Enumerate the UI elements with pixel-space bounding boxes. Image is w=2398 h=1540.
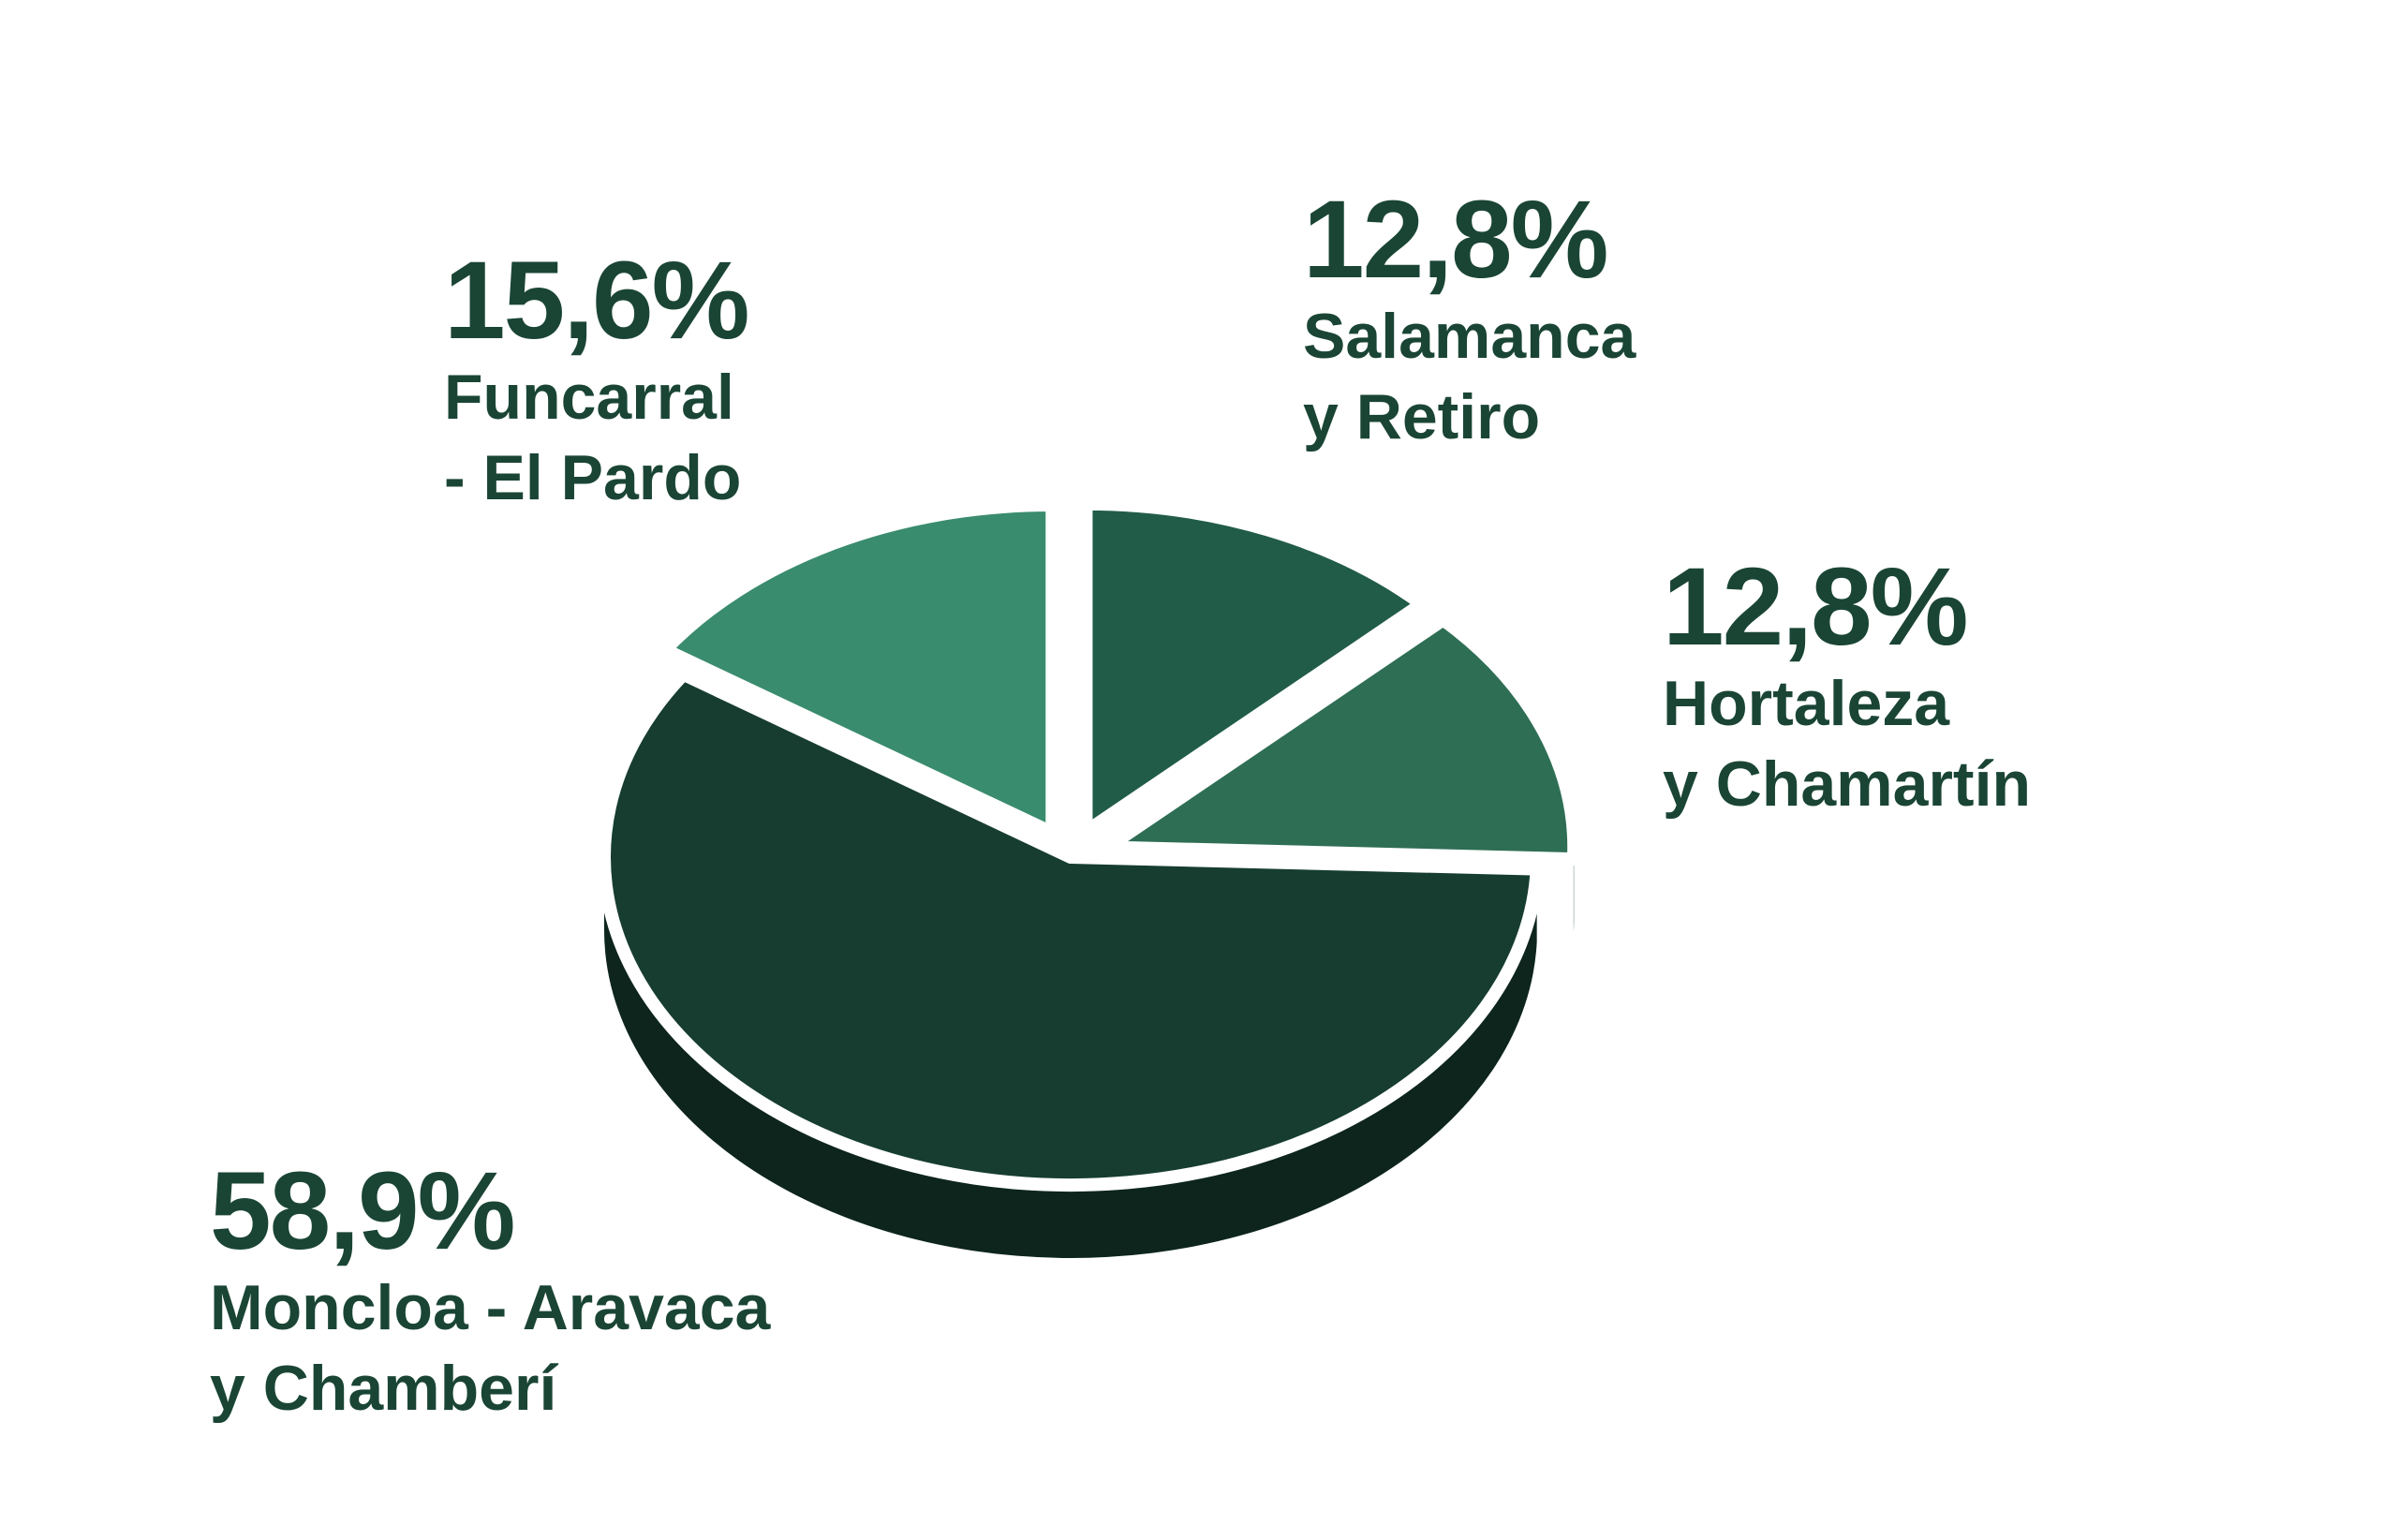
category-label: Hortaleza y Chamartín <box>1663 668 2031 820</box>
slice-label: 58,9% Moncloa - Aravaca y Chamberí <box>210 1155 770 1429</box>
pie-slice <box>1101 613 1581 866</box>
category-label: Funcarral - El Pardo <box>444 362 742 513</box>
category-label: Moncloa - Aravaca y Chamberí <box>210 1272 771 1424</box>
value-label: 12,8% <box>1663 545 1969 669</box>
slice-label: 15,6% Funcarral - El Pardo <box>444 239 750 518</box>
value-label: 12,8% <box>1303 178 1609 302</box>
pie-slice <box>598 667 1544 1192</box>
category-label: Salamanca y Retiro <box>1303 301 1636 452</box>
value-label: 58,9% <box>210 1149 516 1273</box>
slice-label: 12,8% Hortaleza y Chamartín <box>1663 551 2031 824</box>
slice-side <box>604 857 1537 1258</box>
value-label: 15,6% <box>444 239 750 363</box>
pie-slice <box>658 497 1059 839</box>
slice-label: 12,8% Salamanca y Retiro <box>1303 184 1636 457</box>
pie-slice <box>1079 496 1428 838</box>
